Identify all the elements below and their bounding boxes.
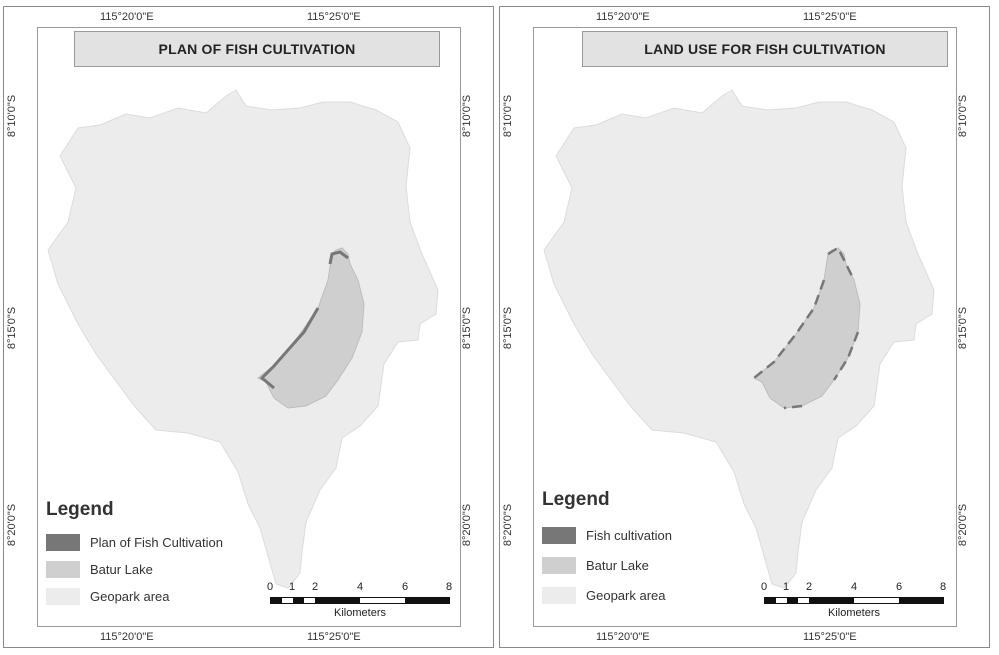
lat-label-left-top: 8°10'0"S — [6, 94, 19, 138]
scale-tick: 0 — [266, 581, 274, 593]
lat-label-right-bottom: 8°20'0"S — [957, 503, 970, 547]
map-frame — [37, 27, 461, 627]
scale-tick: 6 — [401, 581, 409, 593]
legend-item-fish: Fish cultivation — [542, 527, 672, 544]
scale-unit: Kilometers — [828, 607, 880, 619]
lat-label-right-top: 8°10'0"S — [957, 94, 970, 138]
map-panel-plan: 115°20'0"E 115°25'0"E 115°20'0"E 115°25'… — [3, 6, 494, 648]
legend-item-lake: Batur Lake — [46, 561, 153, 578]
map-panel-land-use: 115°20'0"E 115°25'0"E 115°20'0"E 115°25'… — [499, 6, 990, 648]
scale-unit: Kilometers — [334, 607, 386, 619]
legend-swatch-geopark — [542, 587, 576, 604]
scale-bar-graphic — [270, 597, 450, 604]
scale-tick: 0 — [760, 581, 768, 593]
legend-title: Legend — [542, 489, 610, 510]
lon-label-bottom-right: 115°25'0"E — [307, 631, 361, 643]
lon-label-top-left: 115°20'0"E — [100, 11, 154, 23]
lat-label-right-top: 8°10'0"S — [461, 94, 474, 138]
lat-label-right-bottom: 8°20'0"S — [461, 503, 474, 547]
legend-swatch-geopark — [46, 588, 80, 605]
scale-tick: 2 — [311, 581, 319, 593]
legend-swatch-lake — [46, 561, 80, 578]
scale-tick: 4 — [356, 581, 364, 593]
lon-label-top-left: 115°20'0"E — [596, 11, 650, 23]
lon-label-bottom-right: 115°25'0"E — [803, 631, 857, 643]
legend-label: Geopark area — [90, 589, 170, 604]
legend-item-plan: Plan of Fish Cultivation — [46, 534, 223, 551]
scale-bar-graphic — [764, 597, 944, 604]
legend-swatch-fish — [46, 534, 80, 551]
geopark-area — [543, 89, 935, 589]
scale-tick: 4 — [850, 581, 858, 593]
scale-tick: 8 — [939, 581, 947, 593]
lat-label-right-mid: 8°15'0"S — [461, 306, 474, 350]
scale-tick: 6 — [895, 581, 903, 593]
map-title: PLAN OF FISH CULTIVATION — [74, 31, 440, 67]
fish-cultivation-shoreline — [753, 246, 860, 410]
legend-label: Batur Lake — [90, 562, 153, 577]
lat-label-left-bottom: 8°20'0"S — [502, 503, 515, 547]
map-frame — [533, 27, 957, 627]
fish-cultivation-plan — [259, 250, 349, 390]
scale-tick: 8 — [445, 581, 453, 593]
legend-swatch-lake — [542, 557, 576, 574]
legend-label: Plan of Fish Cultivation — [90, 535, 223, 550]
scale-tick: 1 — [782, 581, 790, 593]
geopark-area — [47, 89, 439, 589]
map-title: LAND USE FOR FISH CULTIVATION — [582, 31, 948, 67]
scale-tick: 2 — [805, 581, 813, 593]
lon-label-bottom-left: 115°20'0"E — [596, 631, 650, 643]
scale-bar: 0 1 2 4 6 8 Kilometers — [266, 581, 453, 631]
legend-label: Geopark area — [586, 588, 666, 603]
scale-bar: 0 1 2 4 6 8 Kilometers — [760, 581, 947, 631]
legend-item-geopark: Geopark area — [46, 588, 170, 605]
lat-label-left-bottom: 8°20'0"S — [6, 503, 19, 547]
scale-tick: 1 — [288, 581, 296, 593]
map-canvas — [47, 89, 439, 589]
lat-label-left-mid: 8°15'0"S — [6, 306, 19, 350]
lat-label-left-mid: 8°15'0"S — [502, 306, 515, 350]
lon-label-top-right: 115°25'0"E — [803, 11, 857, 23]
lon-label-top-right: 115°25'0"E — [307, 11, 361, 23]
legend-item-lake: Batur Lake — [542, 557, 649, 574]
lat-label-left-top: 8°10'0"S — [502, 94, 515, 138]
lon-label-bottom-left: 115°20'0"E — [100, 631, 154, 643]
legend-swatch-fish — [542, 527, 576, 544]
legend-item-geopark: Geopark area — [542, 587, 666, 604]
map-canvas — [543, 89, 935, 589]
lat-label-right-mid: 8°15'0"S — [957, 306, 970, 350]
legend-title: Legend — [46, 499, 114, 520]
legend-label: Fish cultivation — [586, 528, 672, 543]
legend-label: Batur Lake — [586, 558, 649, 573]
